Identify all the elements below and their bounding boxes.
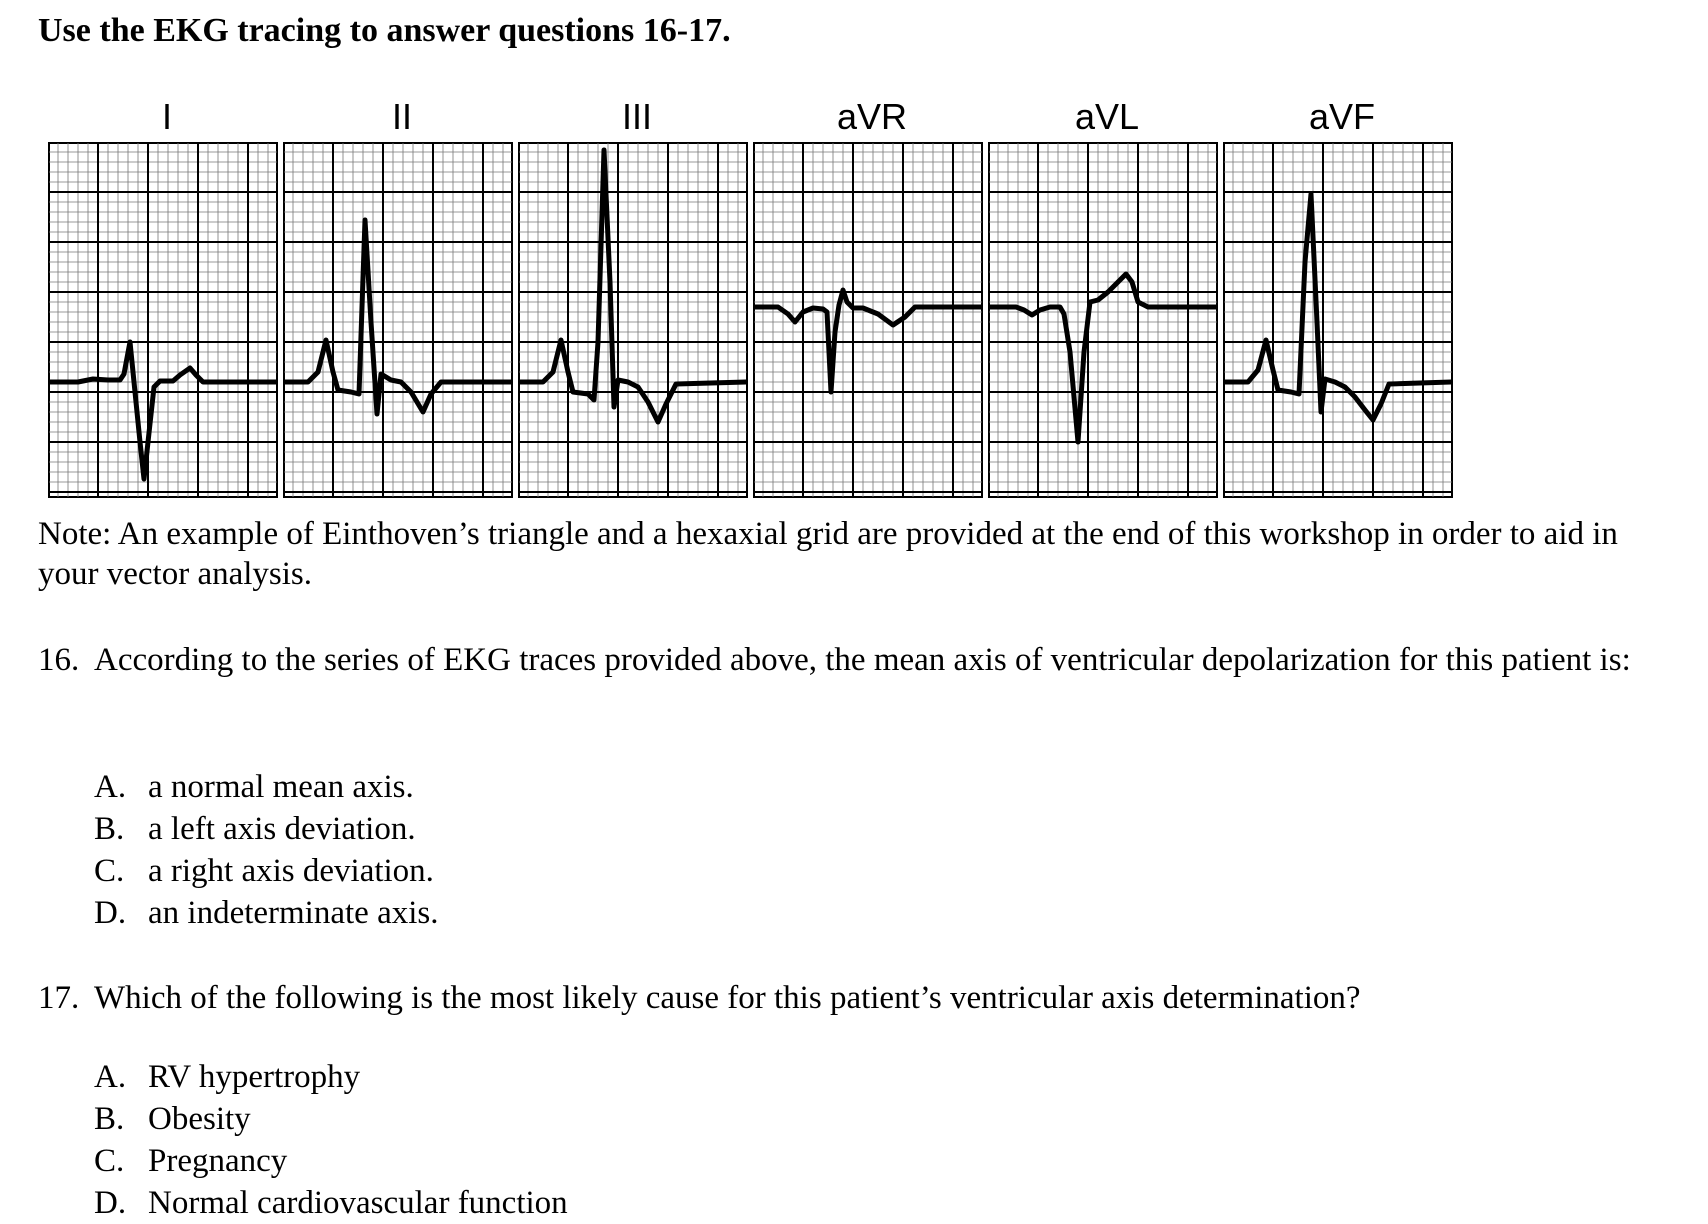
option-letter: B.: [94, 811, 125, 847]
option-text: a normal mean axis.: [148, 769, 414, 805]
lead-label-avl: aVL: [1074, 96, 1140, 137]
ekg-lead-avl: [988, 142, 1218, 498]
question-16-option-b[interactable]: B. a left axis deviation.: [94, 808, 438, 850]
question-16-option-c[interactable]: C. a right axis deviation.: [94, 850, 438, 892]
option-letter: A.: [94, 769, 127, 805]
question-17-option-c[interactable]: C. Pregnancy: [94, 1140, 568, 1182]
question-17-number: 17.: [38, 980, 80, 1016]
vector-analysis-note: Note: An example of Einthoven’s triangle…: [38, 516, 1618, 592]
lead-label-avr: aVR: [836, 96, 908, 137]
ekg-trace-avf: [1223, 191, 1453, 423]
question-17-option-d[interactable]: D. Normal cardiovascular function: [94, 1182, 568, 1224]
option-text: RV hypertrophy: [148, 1059, 361, 1095]
ekg-trace-avr: [753, 287, 983, 395]
ekg-trace-lead-i: [48, 339, 278, 482]
option-text: an indeterminate axis.: [148, 895, 439, 931]
ekg-trace-avl: [988, 271, 1218, 445]
ekg-lead-iii: [518, 142, 748, 498]
question-17-option-a[interactable]: A. RV hypertrophy: [94, 1056, 568, 1098]
option-letter: A.: [94, 1059, 127, 1095]
lead-label-avf: aVF: [1308, 96, 1376, 137]
question-16-options: A. a normal mean axis. B. a left axis devi…: [94, 766, 438, 934]
question-16-option-a[interactable]: A. a normal mean axis.: [94, 766, 438, 808]
question-16-option-d[interactable]: D. an indeterminate axis.: [94, 892, 438, 934]
question-17-option-b[interactable]: B. Obesity: [94, 1098, 568, 1140]
option-text: Normal cardiovascular function: [148, 1185, 568, 1221]
worksheet-heading: Use the EKG tracing to answer questions …: [38, 12, 731, 49]
option-letter: C.: [94, 1143, 125, 1179]
question-16-text: According to the series of EKG traces pr…: [94, 642, 1631, 678]
question-17-text: Which of the following is the most likel…: [94, 980, 1361, 1016]
question-16-number: 16.: [38, 642, 80, 678]
option-letter: D.: [94, 895, 127, 931]
lead-label-ii: II: [391, 96, 412, 137]
question-16: 16. According to the series of EKG trace…: [38, 640, 1668, 680]
option-text: Obesity: [148, 1101, 251, 1137]
ekg-lead-avf: [1223, 142, 1453, 498]
option-letter: C.: [94, 853, 125, 889]
question-17: 17. Which of the following is the most l…: [38, 978, 1668, 1018]
ekg-lead-avr: [753, 142, 983, 498]
lead-label-i: I: [161, 96, 172, 137]
option-text: a right axis deviation.: [148, 853, 434, 889]
option-letter: B.: [94, 1101, 125, 1137]
option-text: a left axis deviation.: [148, 811, 416, 847]
ekg-lead-ii: [283, 142, 513, 498]
ekg-trace-lead-ii: [283, 217, 513, 417]
ekg-lead-i: [48, 142, 278, 498]
question-17-options: A. RV hypertrophy B. Obesity C. Pregnancy D…: [94, 1056, 568, 1224]
option-letter: D.: [94, 1185, 127, 1221]
lead-label-iii: III: [621, 96, 652, 137]
option-text: Pregnancy: [148, 1143, 288, 1179]
ekg-trace-lead-iii: [518, 147, 748, 425]
